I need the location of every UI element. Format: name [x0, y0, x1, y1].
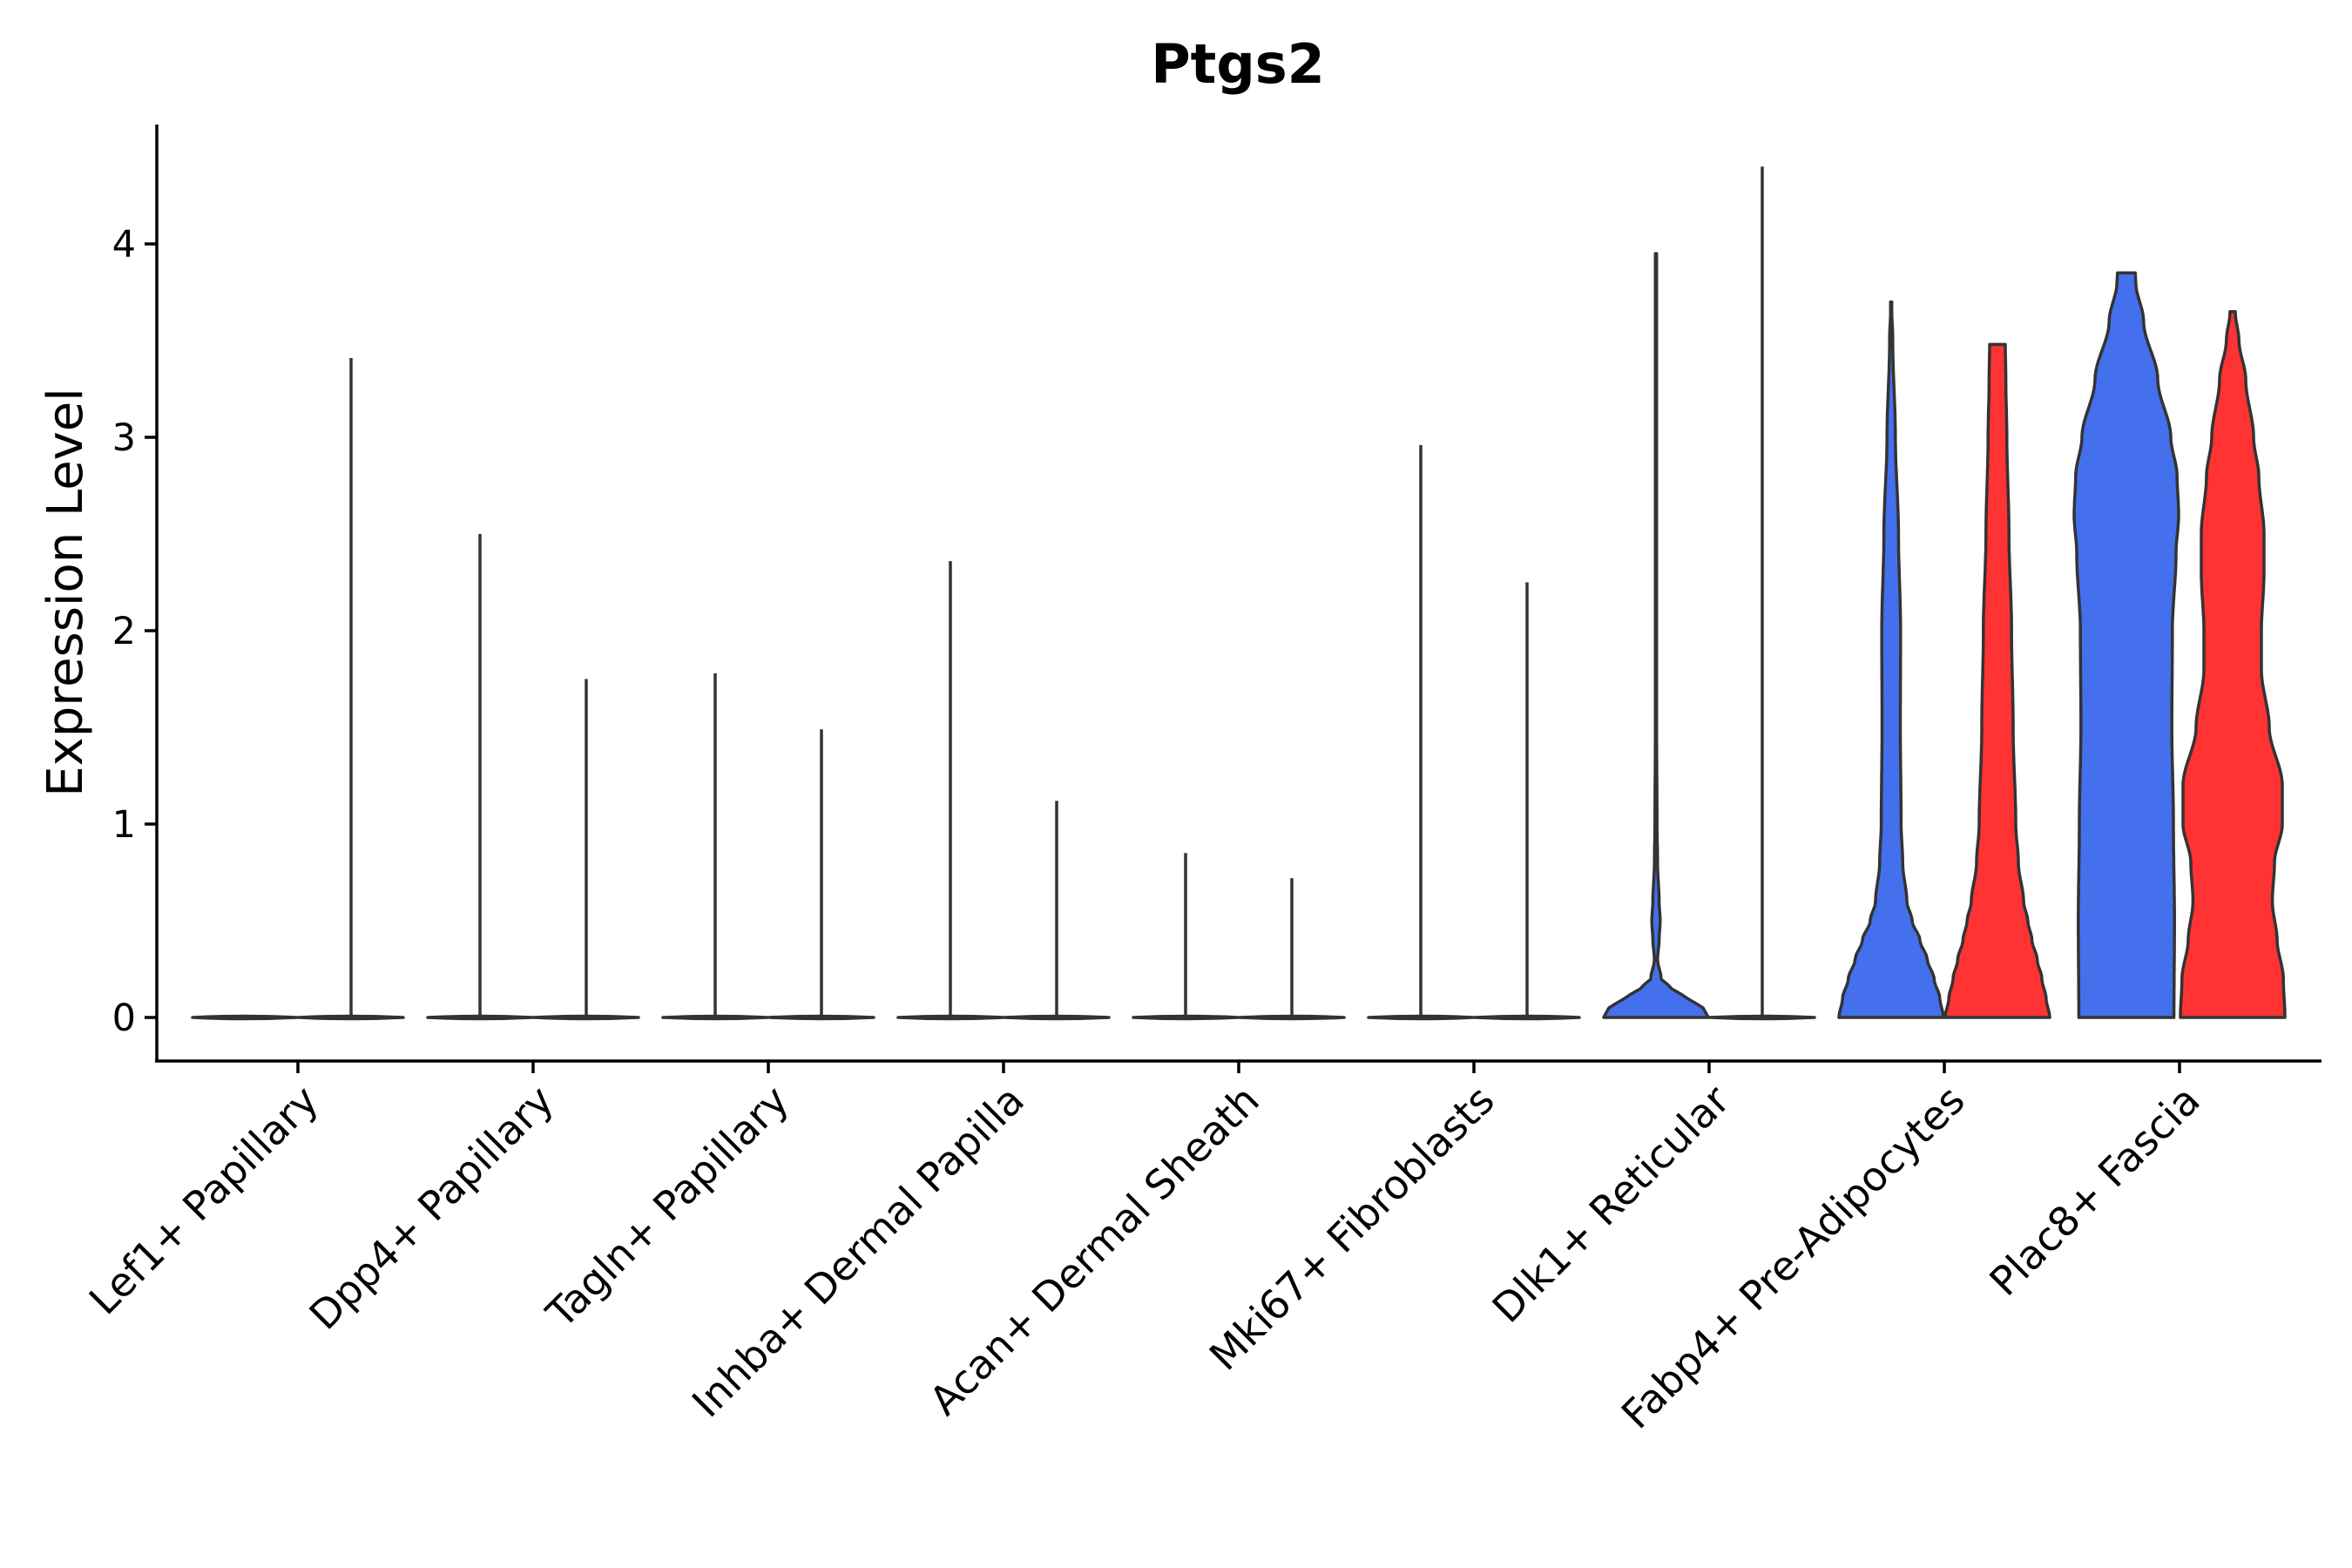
violin-acan-dermal-sheath-b: [1238, 878, 1346, 1021]
violin-plac8-fascia-b: [2179, 309, 2287, 1019]
violin-body: [2179, 309, 2287, 1019]
violin-lef1-papillary-b: [297, 357, 405, 1021]
violin-acan-dermal-sheath-a: [1132, 853, 1240, 1021]
violin-dpp4-papillary-b: [532, 679, 640, 1021]
x-tick-label: Dpp4+ Papillary: [301, 1077, 563, 1339]
violin-fabp4-pre-adipocytes-b: [1943, 342, 2051, 1019]
x-tick-label: Plac8+ Fascia: [1980, 1077, 2208, 1305]
violins-layer: [191, 166, 2287, 1021]
violin-body: [1943, 342, 2051, 1019]
violin-lef1-papillary-a: [191, 1014, 299, 1021]
violin-mki67-fibroblasts-a: [1367, 444, 1475, 1021]
violin-dlk1-reticular-b: [1708, 166, 1816, 1021]
y-tick-label: 0: [112, 997, 136, 1040]
y-tick-label: 1: [112, 803, 136, 847]
violin-dlk1-reticular-a: [1602, 252, 1710, 1019]
violin-dpp4-papillary-a: [426, 534, 534, 1021]
x-tick-label: Dlk1+ Reticular: [1484, 1077, 1739, 1332]
chart-title: Ptgs2: [1151, 32, 1325, 96]
violin-inhba-dermal-papilla-a: [896, 561, 1004, 1021]
violin-body: [1837, 300, 1945, 1019]
y-ticks: 0 1 2 3 4: [112, 223, 157, 1040]
violin-body: [1602, 252, 1710, 1019]
violin-fabp4-pre-adipocytes-a: [1837, 300, 1945, 1019]
violin-tagln-papillary-b: [767, 729, 875, 1021]
x-tick-label: Lef1+ Papillary: [80, 1077, 328, 1324]
y-tick-label: 2: [112, 610, 136, 653]
violin-tagln-papillary-a: [661, 672, 769, 1021]
violin-plac8-fascia-a: [2072, 271, 2180, 1019]
y-tick-label: 4: [112, 223, 136, 267]
violin-mki67-fibroblasts-b: [1473, 582, 1581, 1021]
x-tick-label: Tagln+ Papillary: [537, 1077, 798, 1338]
violin-body: [191, 1014, 299, 1021]
violin-inhba-dermal-papilla-b: [1003, 801, 1111, 1021]
y-tick-label: 3: [112, 416, 136, 460]
y-axis-label: Expression Level: [37, 388, 94, 797]
violin-body: [2072, 271, 2180, 1019]
